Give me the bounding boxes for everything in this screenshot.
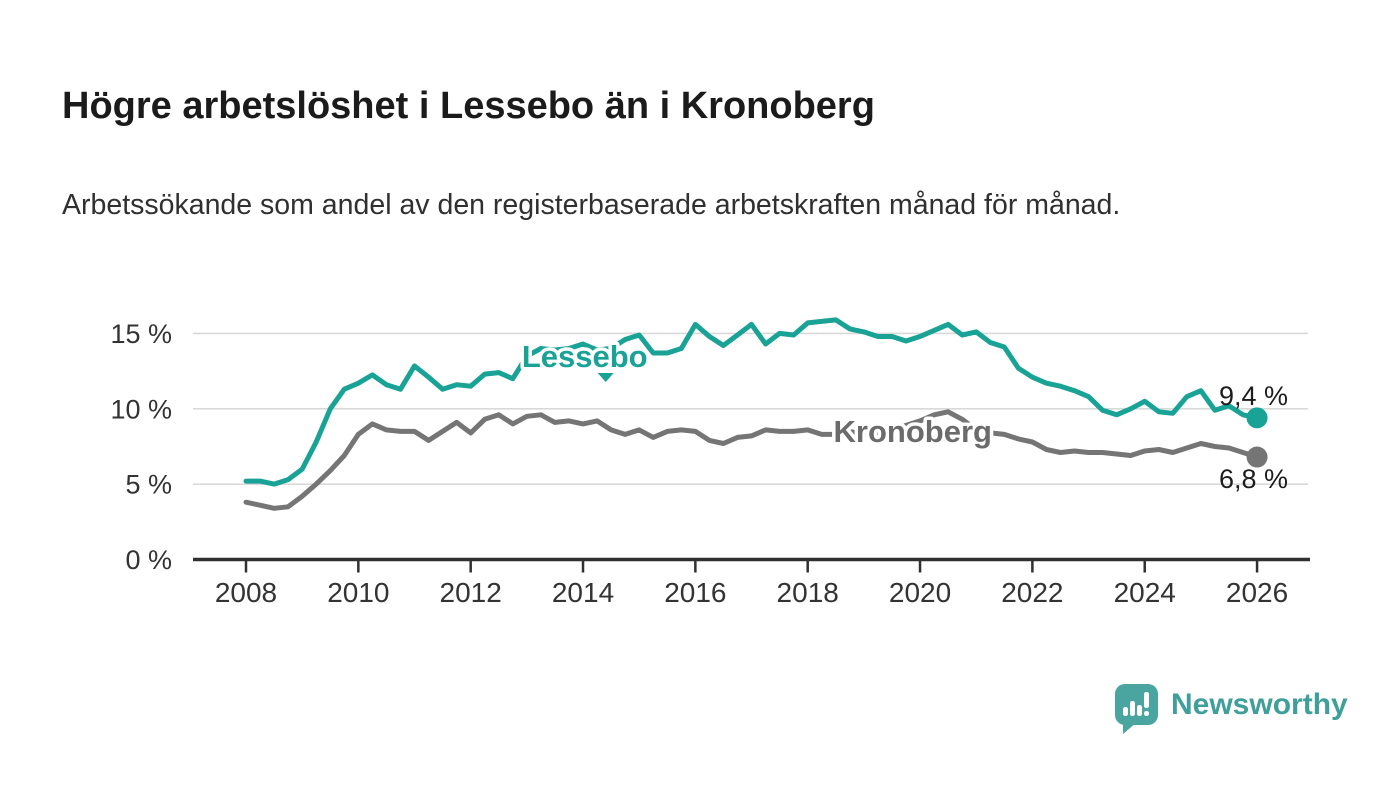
newsworthy-logo-icon xyxy=(1115,684,1158,734)
y-axis-label-5: 5 % xyxy=(125,470,172,500)
x-axis-label-2020: 2020 xyxy=(889,577,951,608)
x-axis-label-2014: 2014 xyxy=(552,577,614,608)
end-value-label-lessebo: 9,4 % xyxy=(1219,381,1288,411)
newsworthy-brand: Newsworthy xyxy=(1115,684,1348,734)
series-label-pointer-lessebo xyxy=(597,373,614,383)
x-axis-label-2018: 2018 xyxy=(777,577,839,608)
end-dot-kronoberg xyxy=(1246,446,1268,468)
brand-wordmark: Newsworthy xyxy=(1171,687,1348,721)
x-axis-label-2022: 2022 xyxy=(1001,577,1063,608)
x-axis-label-2024: 2024 xyxy=(1114,577,1176,608)
chart-title: Högre arbetslöshet i Lessebo än i Kronob… xyxy=(62,85,875,128)
y-axis-label-15: 15 % xyxy=(110,319,172,349)
y-axis-label-10: 10 % xyxy=(110,394,172,424)
y-axis-label-0: 0 % xyxy=(125,545,172,575)
x-axis-label-2008: 2008 xyxy=(215,577,277,608)
end-value-label-kronoberg: 6,8 % xyxy=(1219,464,1288,494)
x-axis-label-2016: 2016 xyxy=(664,577,726,608)
series-line-kronoberg xyxy=(243,409,1260,511)
series-label-kronoberg: Kronoberg xyxy=(834,414,992,449)
series-label-lessebo: Lessebo xyxy=(522,339,648,374)
chart-subtitle: Arbetssökande som andel av den registerb… xyxy=(62,188,1121,221)
x-axis-label-2010: 2010 xyxy=(327,577,389,608)
x-axis-label-2012: 2012 xyxy=(440,577,502,608)
end-dot-lessebo xyxy=(1246,407,1268,429)
series-line-lessebo xyxy=(243,317,1260,487)
x-axis-label-2026: 2026 xyxy=(1226,577,1288,608)
